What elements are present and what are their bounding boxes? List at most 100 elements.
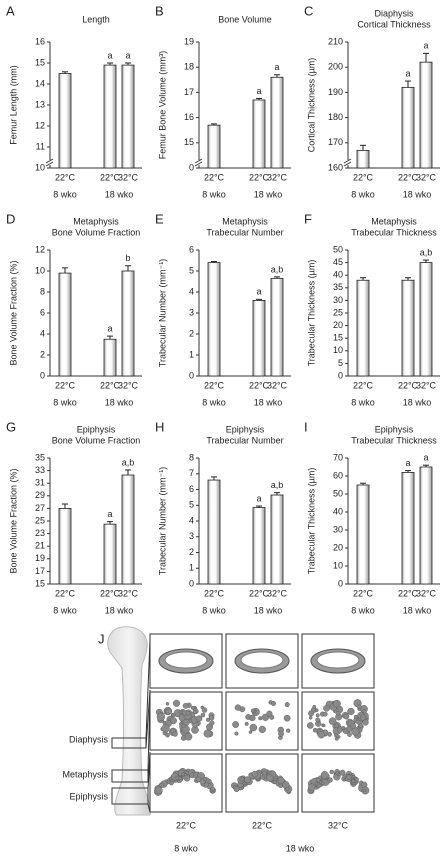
y-tick-label: 20 — [333, 542, 343, 552]
y-tick-label: 17 — [35, 566, 45, 576]
region-label: Metaphysis — [62, 769, 108, 779]
panel-letter: B — [155, 3, 164, 18]
trabecula — [232, 721, 240, 728]
y-tick-label: 16 — [184, 112, 194, 122]
x-tick-label: 22°C — [249, 588, 270, 598]
trabecula — [258, 716, 263, 721]
significance-label: a — [256, 86, 261, 96]
trabecula — [347, 732, 352, 737]
group-label: 18 wko — [403, 189, 432, 199]
trabecula — [172, 731, 178, 737]
cortical-ring-inner — [164, 651, 208, 669]
femur-sketch — [107, 626, 151, 816]
trabecula — [286, 728, 291, 733]
bar — [419, 466, 433, 585]
axis-break — [343, 158, 352, 164]
region-label: Diaphysis — [69, 734, 109, 744]
group-label: 8 wko — [53, 189, 77, 199]
trabecula — [165, 702, 170, 706]
y-tick-label: 0 — [189, 370, 194, 380]
panel-letter: J — [98, 631, 105, 646]
x-tick-label: 22°C — [353, 172, 374, 182]
axis-break-gap — [195, 160, 203, 165]
trabecula — [248, 730, 253, 734]
trabecula — [175, 775, 180, 780]
trabecula — [184, 733, 193, 741]
bar — [207, 124, 221, 169]
group-label: 18 wko — [105, 189, 134, 199]
bar — [103, 338, 117, 377]
bar — [401, 471, 415, 585]
trabecula — [266, 710, 273, 717]
x-tick-label: 32°C — [416, 380, 437, 390]
y-tick-label: 12 — [35, 244, 45, 254]
x-tick-label: 22°C — [353, 588, 374, 598]
y-tick-label: 15 — [333, 333, 343, 343]
trabecula — [308, 710, 315, 717]
bar — [207, 262, 221, 377]
y-tick-label: 30 — [333, 524, 343, 534]
group-label: 8 wko — [53, 605, 77, 615]
chart-title: Length — [82, 14, 110, 24]
trabecula — [195, 715, 203, 722]
column-label: 22°C — [252, 820, 273, 830]
connector — [145, 639, 151, 739]
y-tick-label: 190 — [328, 87, 343, 97]
y-tick-label: 170 — [328, 137, 343, 147]
x-tick-label: 22°C — [55, 380, 76, 390]
y-tick-label: 10 — [35, 265, 45, 275]
chart-title: Trabecular Thickness — [351, 435, 437, 445]
trabecula — [242, 781, 247, 786]
trabecula — [244, 721, 249, 726]
y-tick-label: 5 — [338, 358, 343, 368]
trabecula — [192, 709, 198, 715]
x-tick-label: 22°C — [204, 380, 225, 390]
trabecula — [183, 774, 191, 782]
y-axis-label: Trabecular Number (mm⁻¹) — [157, 467, 167, 575]
axis-break — [194, 161, 203, 167]
trabecula — [360, 714, 367, 721]
trabecula — [182, 718, 190, 726]
panel-letter: A — [6, 3, 15, 18]
trabecula — [362, 709, 367, 714]
trabecula — [322, 711, 328, 717]
group-label: 18 wko — [403, 605, 432, 615]
x-tick-label: 22°C — [398, 172, 419, 182]
bar — [419, 61, 433, 169]
trabecula — [320, 771, 329, 779]
trabecula — [205, 717, 211, 722]
trabecula — [249, 714, 256, 722]
y-tick-label: 50 — [333, 244, 343, 254]
x-tick-label: 32°C — [118, 588, 139, 598]
group-label: 18 wko — [254, 189, 283, 199]
trabecula — [335, 710, 341, 716]
y-tick-label: 17 — [184, 87, 194, 97]
significance-label: a — [405, 458, 410, 468]
bar — [252, 99, 266, 169]
group-label: 18 wko — [254, 397, 283, 407]
trabecula — [315, 713, 320, 718]
significance-label: a,b — [271, 264, 284, 274]
y-axis-label: Femur Bone Volume (mm³) — [157, 51, 167, 160]
significance-label: b — [125, 253, 130, 263]
trabecula — [203, 729, 212, 738]
bar — [270, 494, 284, 585]
y-tick-label: 30 — [333, 295, 343, 305]
trabecula — [209, 715, 215, 721]
significance-label: a — [125, 50, 130, 60]
trabecula — [262, 770, 267, 776]
axis-break — [194, 158, 203, 164]
trabecula — [278, 783, 283, 788]
x-tick-label: 22°C — [100, 380, 121, 390]
y-tick-label: 4 — [40, 328, 45, 338]
bar — [401, 86, 415, 169]
trabecula — [169, 780, 174, 786]
group-label: 8 wko — [351, 397, 375, 407]
chart-title: Trabecular Thickness — [351, 227, 437, 237]
trabecula — [314, 708, 319, 713]
trabecula — [201, 707, 208, 713]
bar — [356, 279, 370, 377]
y-tick-label: 2 — [189, 547, 194, 557]
trabecula — [306, 722, 314, 729]
chart-title: Metaphysis — [371, 216, 417, 226]
